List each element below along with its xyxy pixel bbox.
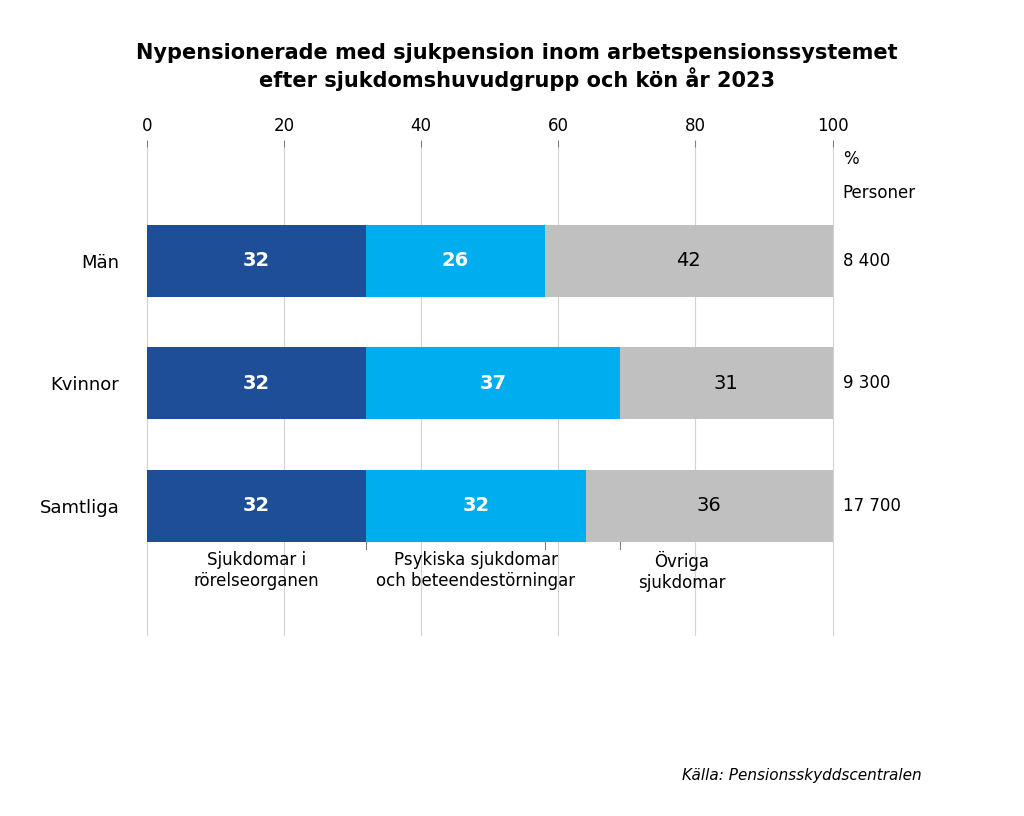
Text: Psykiska sjukdomar
och beteendestörningar: Psykiska sjukdomar och beteendestörninga…: [377, 551, 575, 590]
Bar: [586, 469, 833, 542]
Bar: [146, 224, 367, 297]
Text: 17 700: 17 700: [843, 497, 901, 515]
Text: 32: 32: [463, 496, 489, 515]
Text: Sjukdomar i
rörelseorganen: Sjukdomar i rörelseorganen: [194, 551, 319, 590]
Bar: [620, 347, 833, 419]
Text: 8 400: 8 400: [843, 252, 890, 270]
Text: %: %: [843, 150, 858, 168]
Text: 26: 26: [441, 251, 469, 270]
Text: Personer: Personer: [843, 184, 915, 202]
Bar: [367, 469, 586, 542]
Text: 32: 32: [243, 496, 270, 515]
Bar: [545, 224, 833, 297]
Text: 37: 37: [479, 374, 507, 392]
Text: Övriga
sjukdomar: Övriga sjukdomar: [638, 551, 725, 592]
Text: Källa: Pensionsskyddscentralen: Källa: Pensionsskyddscentralen: [682, 769, 922, 783]
Bar: [146, 469, 367, 542]
Text: 31: 31: [714, 374, 738, 392]
Text: 32: 32: [243, 251, 270, 270]
Bar: [367, 347, 620, 419]
Title: Nypensionerade med sjukpension inom arbetspensionssystemet
efter sjukdomshuvudgr: Nypensionerade med sjukpension inom arbe…: [136, 42, 898, 91]
Text: 9 300: 9 300: [843, 375, 890, 392]
Text: 36: 36: [696, 496, 722, 515]
Bar: [146, 347, 367, 419]
Bar: [367, 224, 545, 297]
Text: 42: 42: [676, 251, 700, 270]
Text: 32: 32: [243, 374, 270, 392]
